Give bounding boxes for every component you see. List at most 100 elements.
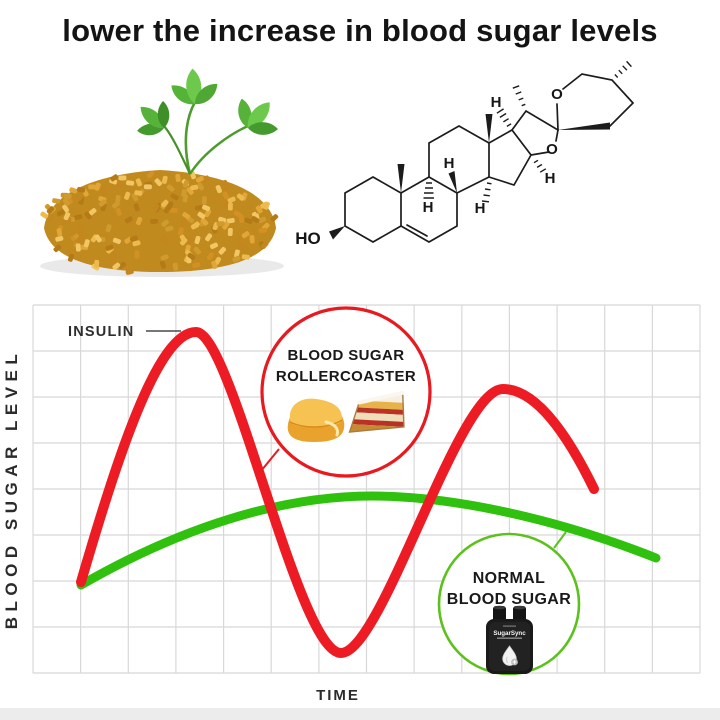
hash-h-c16 [533,159,547,173]
device-name-label: SugarSync [493,630,526,637]
wedge-ho [329,226,345,240]
fenugreek-seed [84,211,92,220]
fenugreek-seed [216,221,225,227]
fenugreek-seed [182,212,191,220]
fenugreek-seed [160,254,169,261]
plus-icon [512,660,517,664]
fenugreek-seed [94,234,102,243]
fenugreek-seed [134,250,140,259]
seed-pile-texture [40,170,279,275]
hydrogen-label: H [545,170,556,187]
hash-h-c14 [481,182,492,203]
normal-callout-line2: BLOOD SUGAR [447,591,571,608]
fenugreek-seed [154,178,163,187]
diosgenin-structure: HO O O H H H H H [295,60,635,248]
fenugreek-seed [238,243,247,249]
fenugreek-seed [200,218,209,226]
fenugreek-seed [169,207,178,213]
rollercoaster-callout-circle [260,306,432,478]
fenugreek-seed [75,243,81,252]
fenugreek-seed [88,184,97,190]
fenugreek-seed [94,182,101,191]
fenugreek-seed [236,193,245,201]
fenugreek-seed [150,218,159,224]
device-knob-cap [513,605,526,610]
fenugreek-seed [241,254,250,260]
fenugreek-seed [201,175,210,183]
fenugreek-seed [53,244,62,253]
bottom-margin-strip [0,708,720,720]
fenugreek-seed [55,235,64,242]
fenugreek-seed [112,262,121,270]
hash-h-c9 [423,182,434,199]
device-knob [493,606,506,622]
fenugreek-seed [182,179,190,188]
fenugreek-seed [215,185,222,194]
fenugreek-seed [134,190,143,196]
fenugreek-seed [110,174,119,182]
fenugreek-seed [101,186,107,195]
fenugreek-seed [133,203,140,212]
fenugreek-seed [186,237,195,244]
cake-frosting-edge [357,390,405,405]
fenugreek-seed [146,170,155,179]
seed-pile-base [44,170,276,272]
hydrogen-label: H [423,199,434,216]
y-axis-label: BLOOD SUGAR LEVEL [2,349,21,630]
fenugreek-seed [98,199,107,207]
fenugreek-seed [194,205,203,211]
fenugreek-seed [124,191,131,200]
insulin-rollercoaster-curve [76,326,599,659]
fenugreek-seed [263,201,270,210]
fenugreek-seed [166,201,174,210]
fenugreek-seed [105,224,112,233]
hash-methyl-c27 [614,60,632,78]
fenugreek-seed [118,175,127,181]
ring-f [556,73,635,131]
fenugreek-seed [227,227,233,237]
fenugreek-seed [172,262,179,271]
fenugreek-seed [238,214,245,223]
fenugreek-seed [105,244,114,251]
leaflet-cluster [136,100,170,137]
atom-labels: HO O O H H H H H [295,86,563,248]
fenugreek-seed [178,227,184,236]
fenugreek-seed [218,216,227,223]
oxygen-label: O [546,141,558,158]
hash-h-c17 [496,108,512,127]
fenugreek-seed [125,269,134,275]
fenugreek-seed [159,260,167,269]
rollercoaster-callout-line1: BLOOD SUGAR [288,347,405,364]
fenugreek-seed [197,182,205,191]
fenugreek-seed [152,203,160,212]
cake-cream [349,411,406,422]
wedge-methyl-c19 [397,164,405,193]
fenugreek-seed [258,227,267,234]
fenugreek-seed [83,239,90,248]
fenugreek-seed [211,260,218,269]
fenugreek-seed [201,196,207,205]
bread-top [289,398,342,427]
fenugreek-seed [205,233,213,242]
device-tagline-line [497,637,522,639]
fenugreek-seed [206,252,215,261]
fenugreek-seed [202,204,211,212]
fenugreek-seed [160,236,169,245]
leaflet-cluster [167,68,222,110]
device-brand-line [503,625,516,627]
ring-c [428,125,490,194]
cake-jam [349,418,406,427]
wedge-h-c8 [448,171,457,193]
fenugreek-seed [143,184,152,190]
hash-bonds [423,60,632,203]
fenugreek-seed [132,240,141,247]
fenugreek-seed [270,214,279,222]
fenugreek-seed [161,175,168,184]
fenugreek-seed [222,221,230,230]
fenugreek-seed [131,193,139,202]
sugarsync-device: SugarSync [486,605,533,674]
bread-illustration [287,398,345,442]
hydrogen-label: H [475,200,486,217]
fenugreek-seed [258,216,267,224]
